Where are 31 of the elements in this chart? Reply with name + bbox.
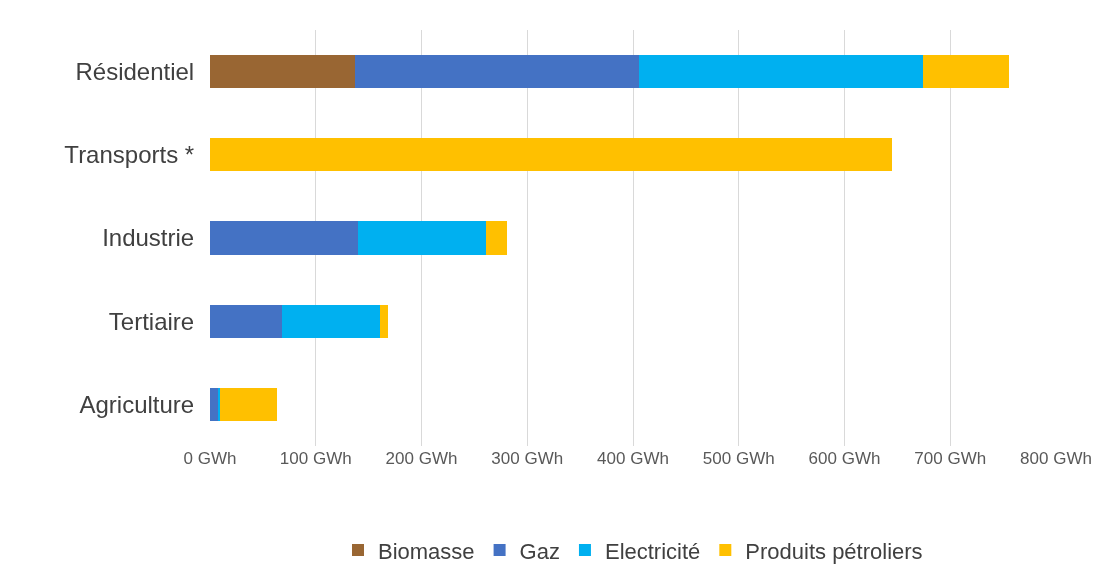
legend-label: Gaz <box>519 538 560 564</box>
x-tick-label: 100 GWh <box>279 449 352 468</box>
y-tick-label: Résidentiel <box>75 58 195 85</box>
x-tick-label: 800 GWh <box>1020 449 1092 468</box>
x-tick-label: 600 GWh <box>808 449 881 468</box>
bar <box>354 54 640 89</box>
bar <box>210 138 893 172</box>
bar <box>219 387 277 422</box>
y-tick-label: Tertiaire <box>108 307 195 335</box>
x-tick-label: 0 GWh <box>183 449 237 468</box>
bar <box>210 304 282 338</box>
legend-label: Electricité <box>604 538 701 564</box>
bar <box>380 304 388 338</box>
legend-label: Produits pétroliers <box>745 538 923 564</box>
bar <box>922 54 1010 89</box>
bar <box>210 221 359 255</box>
x-tick-label: 300 GWh <box>491 449 564 468</box>
x-tick-label: 400 GWh <box>597 449 669 468</box>
y-tick-label: Industrie <box>102 224 195 252</box>
y-tick-label: Agriculture <box>79 390 195 418</box>
legend-label: Biomasse <box>378 538 475 564</box>
bar <box>281 304 381 338</box>
x-tick-label: 700 GWh <box>914 449 987 468</box>
bar <box>210 54 355 89</box>
bar <box>210 387 219 422</box>
bar <box>486 221 508 255</box>
x-tick-label: 500 GWh <box>702 449 775 468</box>
x-tick-label: 200 GWh <box>385 449 458 468</box>
bar <box>358 221 487 255</box>
y-tick-label: Transports * <box>64 141 195 169</box>
bar <box>639 54 923 89</box>
